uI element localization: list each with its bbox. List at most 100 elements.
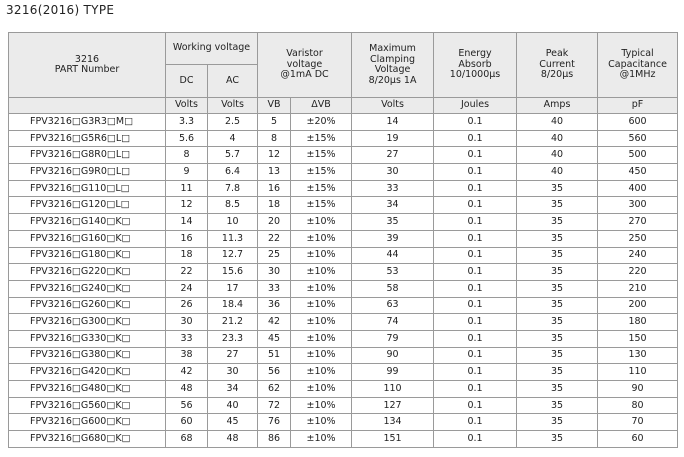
- table-cell: 33: [165, 329, 208, 348]
- part-number: FPV3216□G9R0□L□: [8, 163, 166, 181]
- table-cell: 33: [257, 279, 292, 298]
- table-cell: 16: [257, 179, 292, 198]
- table-cell: 210: [597, 279, 679, 298]
- header-cell: 3216 PART Number: [8, 32, 166, 98]
- table-cell: 30: [165, 313, 208, 331]
- table-cell: ±10%: [290, 346, 353, 365]
- table-cell: 4: [206, 129, 259, 148]
- header-text: Varistor: [286, 48, 323, 60]
- table-cell: 62: [257, 380, 292, 398]
- table-cell: 560: [597, 129, 679, 148]
- table-cell: 40: [516, 113, 599, 131]
- table-cell: 23.3: [206, 329, 259, 348]
- table-cell: 35: [516, 363, 599, 381]
- table-cell: 44: [351, 246, 435, 265]
- table-cell: 48: [165, 380, 208, 398]
- table-cell: 14: [165, 213, 208, 231]
- table-cell: 25: [257, 246, 292, 265]
- header-cell: AC: [206, 64, 259, 98]
- table-cell: 60: [165, 413, 208, 432]
- table-cell: 0.1: [433, 329, 518, 348]
- table-cell: 35: [516, 229, 599, 248]
- table-cell: ±10%: [290, 213, 353, 231]
- table-cell: 0.1: [433, 113, 518, 131]
- table-cell: 0.1: [433, 163, 518, 181]
- part-number: FPV3216□G240□K□: [8, 279, 166, 298]
- table-cell: 76: [257, 413, 292, 432]
- unit-cell: Volts: [351, 97, 435, 114]
- table-cell: ±15%: [290, 196, 353, 215]
- table-cell: 18: [165, 246, 208, 265]
- table-cell: 0.1: [433, 213, 518, 231]
- table-cell: 5.7: [206, 146, 259, 165]
- table-cell: 35: [516, 246, 599, 265]
- table-cell: 40: [516, 146, 599, 165]
- part-number: FPV3216□G140□K□: [8, 213, 166, 231]
- table-cell: 60: [597, 430, 679, 448]
- table-cell: 0.1: [433, 296, 518, 315]
- table-cell: 200: [597, 296, 679, 315]
- table-cell: 0.1: [433, 229, 518, 248]
- header-text: Capacitance: [608, 58, 667, 70]
- table-cell: 0.1: [433, 396, 518, 415]
- header-cell: Energy Absorb 10/1000μs: [433, 32, 518, 98]
- table-cell: 48: [206, 430, 259, 448]
- table-cell: 240: [597, 246, 679, 265]
- table-cell: 12: [165, 196, 208, 215]
- table-cell: 20: [257, 213, 292, 231]
- header-text: @1mA DC: [280, 69, 329, 81]
- table-cell: ±10%: [290, 380, 353, 398]
- table-cell: 30: [351, 163, 435, 181]
- table-cell: 80: [597, 396, 679, 415]
- part-number: FPV3216□G8R0□L□: [8, 146, 166, 165]
- unit-cell: ΔVB: [290, 97, 353, 114]
- table-cell: 8: [257, 129, 292, 148]
- table-cell: 10: [206, 213, 259, 231]
- table-cell: 450: [597, 163, 679, 181]
- table-cell: 220: [597, 263, 679, 281]
- unit-cell: Volts: [165, 97, 208, 114]
- table-cell: ±10%: [290, 263, 353, 281]
- table-cell: ±10%: [290, 363, 353, 381]
- table-cell: 15.6: [206, 263, 259, 281]
- table-cell: ±10%: [290, 313, 353, 331]
- table-cell: 22: [165, 263, 208, 281]
- table-cell: 45: [257, 329, 292, 348]
- table-cell: 19: [351, 129, 435, 148]
- table-cell: 30: [257, 263, 292, 281]
- unit-cell: Volts: [206, 97, 259, 114]
- header-text: Peak: [545, 48, 569, 60]
- table-cell: 56: [257, 363, 292, 381]
- table-cell: ±15%: [290, 179, 353, 198]
- table-cell: 12.7: [206, 246, 259, 265]
- table-row: FPV3216□G3R3□M□ 3.3 2.5 5 ±20% 14 0.1 40 600: [8, 113, 679, 131]
- table-cell: 5: [257, 113, 292, 131]
- part-number: FPV3216□G420□K□: [8, 363, 166, 381]
- table-cell: 0.1: [433, 430, 518, 448]
- table-cell: 26: [165, 296, 208, 315]
- table-cell: 3.3: [165, 113, 208, 131]
- header-text: 8/20μs: [540, 69, 574, 81]
- table-cell: 130: [597, 346, 679, 365]
- table-cell: 7.8: [206, 179, 259, 198]
- unit-cell: pF: [597, 97, 679, 114]
- table-cell: 0.1: [433, 179, 518, 198]
- table-row: FPV3216□G140□K□ 14 10 20 ±10% 35 0.1 35 270: [8, 213, 679, 231]
- table-cell: ±15%: [290, 129, 353, 148]
- table-cell: 58: [351, 279, 435, 298]
- part-number: FPV3216□G600□K□: [8, 413, 166, 432]
- unit-cell: Joules: [433, 97, 518, 114]
- table-row: FPV3216□G240□K□ 24 17 33 ±10% 58 0.1 35 210: [8, 279, 679, 298]
- table-cell: 74: [351, 313, 435, 331]
- table-cell: 0.1: [433, 346, 518, 365]
- table-cell: 21.2: [206, 313, 259, 331]
- table-row: FPV3216□G420□K□ 42 30 56 ±10% 99 0.1 35 110: [8, 363, 679, 381]
- table-cell: 127: [351, 396, 435, 415]
- header-cell: Varistor voltage @1mA DC: [257, 32, 353, 98]
- table-cell: 35: [516, 380, 599, 398]
- part-number: FPV3216□G680□K□: [8, 430, 166, 448]
- table-cell: 35: [516, 430, 599, 448]
- table-cell: 150: [597, 329, 679, 348]
- part-number: FPV3216□G160□K□: [8, 229, 166, 248]
